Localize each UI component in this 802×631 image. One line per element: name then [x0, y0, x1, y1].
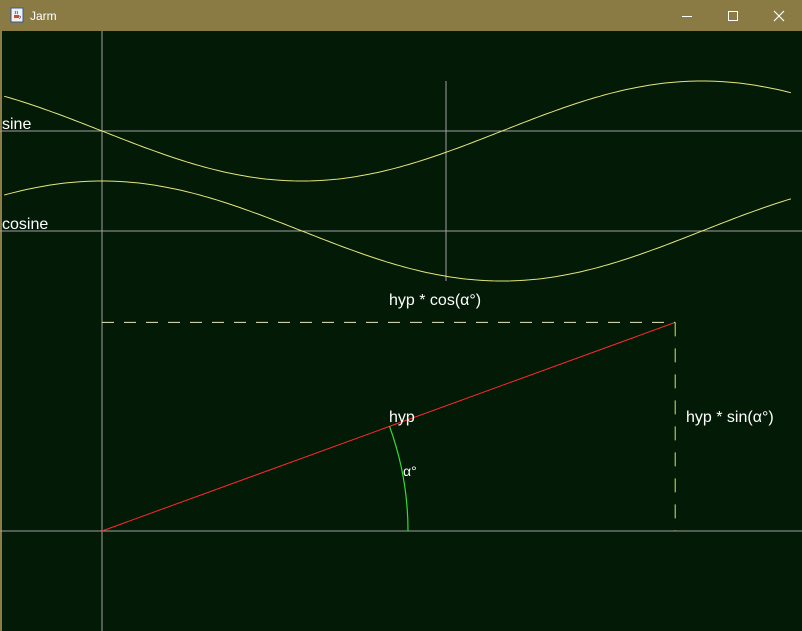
sin-projection-label: hyp * sin(α°) [686, 409, 774, 426]
window-title: Jarm [30, 9, 57, 23]
cosine-label: cosine [2, 216, 49, 233]
maximize-button[interactable] [710, 0, 756, 31]
cos-projection-label: hyp * cos(α°) [389, 292, 482, 309]
title-bar[interactable]: Jarm [0, 0, 802, 31]
window-border [0, 31, 2, 631]
angle-arc [388, 426, 409, 532]
hypotenuse-line [101, 321, 676, 532]
sine-curve [4, 80, 792, 182]
java-cup-icon [10, 7, 24, 23]
cosine-curve [4, 180, 792, 282]
maximize-icon [728, 10, 738, 21]
hypotenuse-label: hyp [389, 409, 415, 426]
minimize-button[interactable] [664, 0, 710, 31]
close-icon [773, 10, 785, 21]
sine-label: sine [2, 116, 32, 133]
angle-label: α° [403, 463, 417, 479]
minimize-icon [682, 15, 692, 17]
close-button[interactable] [756, 0, 802, 31]
